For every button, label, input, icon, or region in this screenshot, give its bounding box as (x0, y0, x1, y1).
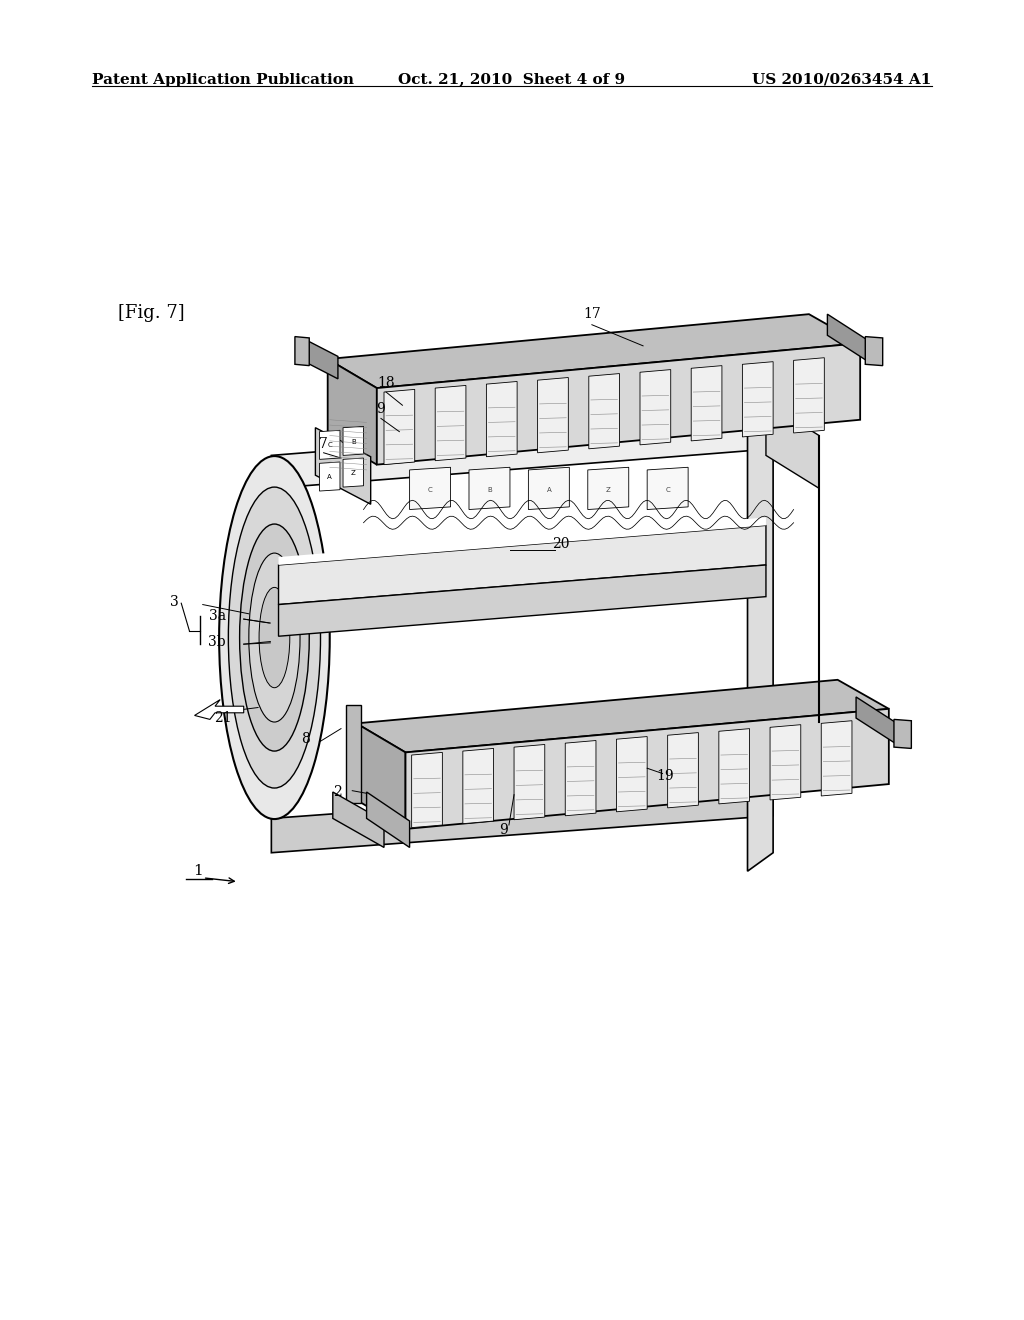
Polygon shape (377, 343, 860, 465)
Polygon shape (319, 430, 340, 459)
Polygon shape (367, 792, 410, 847)
Polygon shape (469, 467, 510, 510)
Text: 2: 2 (334, 785, 342, 799)
Ellipse shape (240, 524, 309, 751)
Text: 17: 17 (583, 308, 601, 321)
Polygon shape (319, 462, 340, 491)
Text: A: A (328, 474, 332, 480)
Polygon shape (748, 416, 773, 871)
Text: 3: 3 (170, 595, 178, 609)
Polygon shape (343, 426, 364, 455)
Text: 3b: 3b (208, 635, 226, 648)
Polygon shape (588, 467, 629, 510)
Text: B: B (351, 438, 355, 445)
Polygon shape (412, 752, 442, 828)
Polygon shape (279, 565, 766, 636)
Polygon shape (279, 525, 766, 605)
Text: Patent Application Publication: Patent Application Publication (92, 73, 354, 87)
Polygon shape (538, 378, 568, 453)
Text: 9: 9 (500, 824, 508, 837)
Text: 18: 18 (377, 376, 395, 389)
Polygon shape (356, 680, 889, 752)
Polygon shape (616, 737, 647, 812)
Polygon shape (328, 359, 377, 465)
Polygon shape (279, 517, 766, 565)
Polygon shape (742, 362, 773, 437)
Text: 19: 19 (656, 770, 675, 783)
Ellipse shape (219, 455, 330, 818)
Polygon shape (865, 337, 883, 366)
Text: B: B (487, 487, 492, 492)
Text: 9: 9 (377, 403, 385, 416)
Polygon shape (794, 358, 824, 433)
Text: 7: 7 (319, 437, 328, 450)
Ellipse shape (249, 553, 300, 722)
Polygon shape (770, 725, 801, 800)
Text: C: C (428, 487, 432, 492)
Polygon shape (384, 389, 415, 465)
Ellipse shape (228, 487, 321, 788)
Text: 1: 1 (193, 865, 203, 878)
Polygon shape (528, 467, 569, 510)
Polygon shape (589, 374, 620, 449)
Polygon shape (343, 458, 364, 487)
Polygon shape (435, 385, 466, 461)
Polygon shape (356, 723, 406, 829)
Polygon shape (271, 781, 773, 853)
Polygon shape (410, 467, 451, 510)
Polygon shape (647, 467, 688, 510)
Polygon shape (766, 403, 819, 488)
Polygon shape (486, 381, 517, 457)
Text: 21: 21 (214, 711, 232, 725)
Polygon shape (195, 700, 244, 719)
Polygon shape (346, 705, 361, 803)
Polygon shape (406, 709, 889, 829)
Text: Oct. 21, 2010  Sheet 4 of 9: Oct. 21, 2010 Sheet 4 of 9 (398, 73, 626, 87)
Text: US 2010/0263454 A1: US 2010/0263454 A1 (753, 73, 932, 87)
Polygon shape (565, 741, 596, 816)
Ellipse shape (259, 587, 290, 688)
Polygon shape (514, 744, 545, 820)
Polygon shape (640, 370, 671, 445)
Polygon shape (271, 416, 773, 488)
Polygon shape (856, 697, 897, 744)
Text: A: A (547, 487, 551, 492)
Text: Z: Z (606, 487, 610, 492)
Polygon shape (719, 729, 750, 804)
Polygon shape (691, 366, 722, 441)
Text: 3a: 3a (209, 610, 225, 623)
Text: 8: 8 (301, 733, 309, 746)
Polygon shape (333, 792, 384, 847)
Text: 20: 20 (552, 537, 570, 550)
Text: [Fig. 7]: [Fig. 7] (118, 304, 184, 322)
Polygon shape (821, 721, 852, 796)
Polygon shape (463, 748, 494, 824)
Polygon shape (827, 314, 868, 362)
Text: C: C (666, 487, 670, 492)
Text: Z: Z (351, 470, 355, 477)
Polygon shape (295, 337, 309, 366)
Polygon shape (315, 428, 371, 504)
Text: C: C (328, 442, 332, 449)
Polygon shape (668, 733, 698, 808)
Polygon shape (307, 341, 338, 379)
Polygon shape (328, 314, 860, 388)
Polygon shape (894, 719, 911, 748)
Polygon shape (766, 689, 819, 775)
